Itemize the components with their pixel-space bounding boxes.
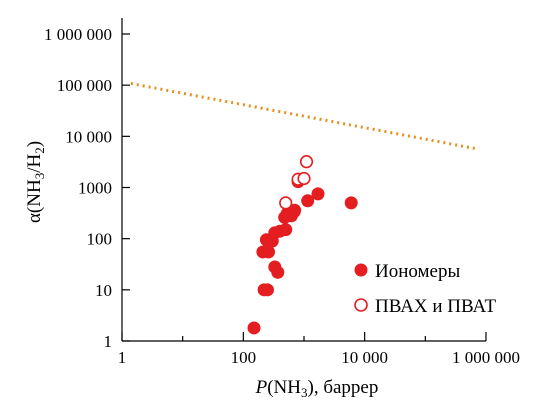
y-tick-label: 10 bbox=[95, 281, 112, 300]
x-tick-labels: 1 100 10 000 1 000 000 bbox=[118, 348, 520, 367]
y-tick-label: 1000 bbox=[78, 179, 112, 198]
data-point-ionomer bbox=[279, 223, 293, 237]
data-point-ionomer bbox=[260, 283, 274, 297]
data-point-ionomer bbox=[247, 321, 261, 335]
x-tick-label: 10 000 bbox=[341, 348, 388, 367]
y-axis-title-mid: /H bbox=[24, 154, 45, 173]
y-tick-label: 1 bbox=[104, 332, 113, 351]
data-point-pvah-pvat bbox=[297, 171, 311, 186]
data-point-ionomer bbox=[288, 203, 302, 217]
x-ticks bbox=[121, 332, 487, 341]
data-point-pvah-pvat bbox=[279, 196, 293, 210]
y-tick-labels: 1 10 100 1000 10 000 100 000 1 000 000 bbox=[44, 25, 112, 351]
x-tick-label: 1 bbox=[118, 348, 127, 367]
y-tick-label: 10 000 bbox=[65, 127, 112, 146]
series-pvah-pvat bbox=[279, 155, 314, 210]
data-point-ionomer bbox=[344, 196, 358, 210]
legend-marker-pvah-pvat bbox=[354, 298, 368, 312]
x-axis-title-main: (NH bbox=[267, 377, 301, 398]
reference-dotted-line bbox=[130, 82, 477, 151]
data-point-ionomer bbox=[301, 194, 315, 208]
series-ionomers bbox=[247, 175, 358, 335]
x-axis-title: P(NH3), баррер bbox=[255, 377, 379, 400]
x-axis-title-prefix: P bbox=[255, 377, 268, 398]
y-tick-label: 1 000 000 bbox=[44, 25, 112, 44]
y-tick-label: 100 000 bbox=[57, 76, 112, 95]
y-axis-title-sub1: 3 bbox=[32, 173, 47, 180]
legend-label-pvah-pvat: ПВАХ и ПВАТ bbox=[375, 296, 497, 317]
legend-marker-ionomers bbox=[354, 263, 368, 277]
legend-label-ionomers: Иономеры bbox=[375, 261, 460, 282]
y-axis-title-sub2: 2 bbox=[32, 147, 47, 154]
data-point-ionomer bbox=[262, 245, 276, 259]
data-point-ionomer bbox=[311, 187, 325, 201]
data-point-pvah-pvat bbox=[299, 155, 314, 169]
y-axis-title-prefix: α(NH bbox=[24, 179, 45, 223]
legend: Иономеры ПВАХ и ПВАТ bbox=[354, 261, 497, 317]
y-axis: 1 10 100 1000 10 000 100 000 1 000 000 bbox=[44, 18, 130, 351]
y-ticks bbox=[122, 33, 130, 342]
data-point-ionomer bbox=[271, 265, 285, 279]
x-tick-label: 1 000 000 bbox=[452, 348, 520, 367]
y-axis-title-suffix: ) bbox=[24, 141, 45, 147]
y-axis-title: α(NH3/H2) bbox=[24, 141, 47, 223]
x-tick-label: 100 bbox=[231, 348, 257, 367]
y-tick-label: 100 bbox=[87, 230, 113, 249]
x-axis-title-suffix: ), баррер bbox=[308, 377, 379, 398]
x-axis: 1 100 10 000 1 000 000 bbox=[118, 332, 520, 367]
x-axis-title-sub: 3 bbox=[301, 385, 308, 400]
